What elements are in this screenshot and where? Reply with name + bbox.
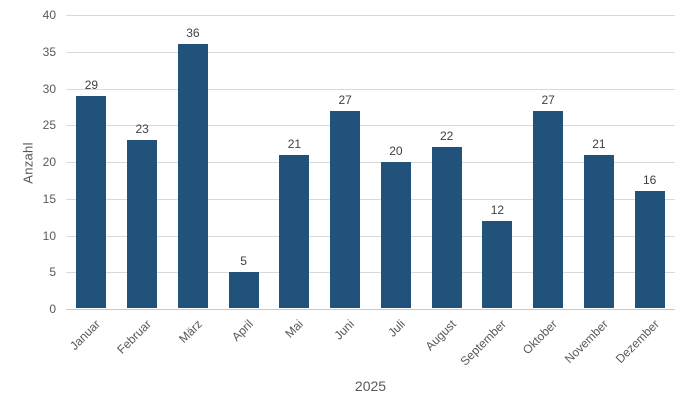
y-tick-label: 40 [42,8,56,22]
bar-value-label: 29 [84,77,99,92]
bar-september [482,220,513,308]
bar-juni [330,110,361,308]
bar-value-label: 16 [642,173,657,188]
bar-value-label: 27 [541,92,555,107]
y-tick-label: 0 [49,302,56,316]
bar-value-label: 23 [135,121,149,136]
x-axis-line [66,309,675,310]
bar-januar [76,95,107,308]
bar-value-label: 20 [389,144,403,158]
y-tick-label: 10 [42,228,56,243]
y-tick-label: 15 [42,191,56,206]
bar-februar [127,139,158,308]
bar-value-label: 5 [240,254,247,269]
bar-value-label: 21 [592,136,606,151]
x-axis-title: 2025 [354,378,387,394]
y-tick-label: 30 [42,81,56,96]
bar-juli [380,162,411,308]
y-tick-label: 35 [42,44,56,59]
bar-value-label: 12 [490,202,505,217]
bar-value-label: 27 [338,92,352,107]
y-tick-label: 20 [42,155,56,169]
grid-line [66,15,675,16]
bar-value-label: 36 [186,26,200,41]
grid-line [66,235,675,237]
bar-november [583,154,614,308]
bar-value-label: 22 [439,129,454,144]
grid-line [66,198,675,200]
y-tick-label: 25 [42,118,56,133]
grid-line [66,162,675,163]
grid-line [66,51,675,53]
bar-mai [279,154,310,308]
bar-value-label: 21 [287,136,302,151]
bar-august [431,147,462,308]
y-tick-label: 5 [49,265,56,280]
grid-line [66,88,675,90]
bar-märz [177,44,208,308]
plot-area: 29 Januar 23 Februar 36 März 5 April 21 Mai 27 Juni… [66,15,675,368]
grid-line [66,272,675,274]
bar-dezember [634,191,665,308]
bar-april [228,272,259,308]
grid-line [66,125,675,127]
bar-oktober [533,110,564,308]
